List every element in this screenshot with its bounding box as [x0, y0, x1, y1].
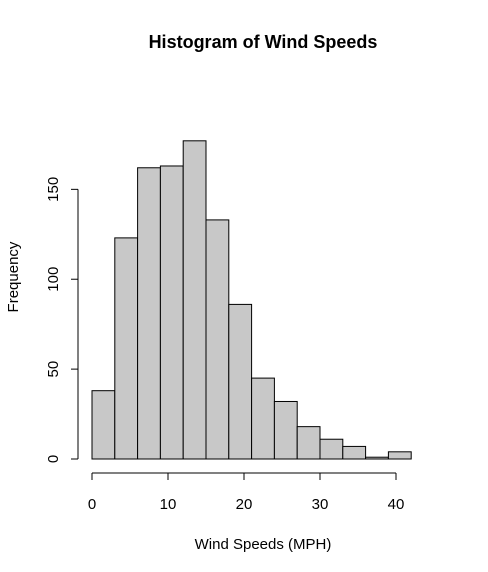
histogram-bar [296, 426, 321, 460]
histogram-bar [91, 390, 116, 460]
histogram-bar [273, 400, 298, 460]
y-axis: 0 50 100 150 [45, 177, 79, 463]
x-axis-label: Wind Speeds (MPH) [195, 536, 332, 553]
bars [91, 140, 412, 460]
histogram-bar [342, 445, 367, 460]
x-tick-label: 20 [236, 496, 253, 513]
histogram-bar [228, 303, 253, 460]
histogram-bar [159, 165, 184, 460]
x-tick-label: 40 [388, 496, 405, 513]
y-tick-label: 50 [45, 361, 62, 378]
x-tick-label: 0 [88, 496, 96, 513]
histogram-bar [387, 451, 412, 460]
histogram-bar [205, 219, 230, 460]
y-tick-label: 150 [45, 177, 62, 202]
y-axis-label: Frequency [5, 241, 22, 312]
histogram-bar [319, 438, 344, 460]
x-axis: 0 10 20 30 40 [88, 472, 405, 513]
histogram-bar [114, 237, 139, 460]
histogram-bar [137, 167, 161, 460]
chart-title: Histogram of Wind Speeds [149, 32, 378, 52]
histogram-bar [251, 377, 275, 460]
y-tick-label: 100 [45, 267, 62, 292]
histogram-bar [182, 140, 207, 460]
x-tick-label: 30 [312, 496, 329, 513]
histogram-bar [365, 456, 389, 460]
x-tick-label: 10 [160, 496, 177, 513]
y-tick-label: 0 [45, 455, 62, 463]
